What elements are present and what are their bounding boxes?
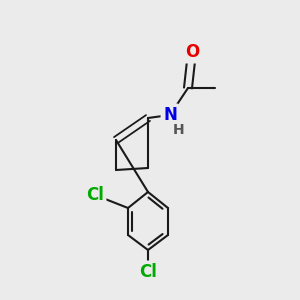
Text: Cl: Cl [86,186,104,204]
Text: Cl: Cl [139,263,157,281]
Text: N: N [163,106,177,124]
Text: O: O [185,43,199,61]
Text: H: H [173,123,185,137]
